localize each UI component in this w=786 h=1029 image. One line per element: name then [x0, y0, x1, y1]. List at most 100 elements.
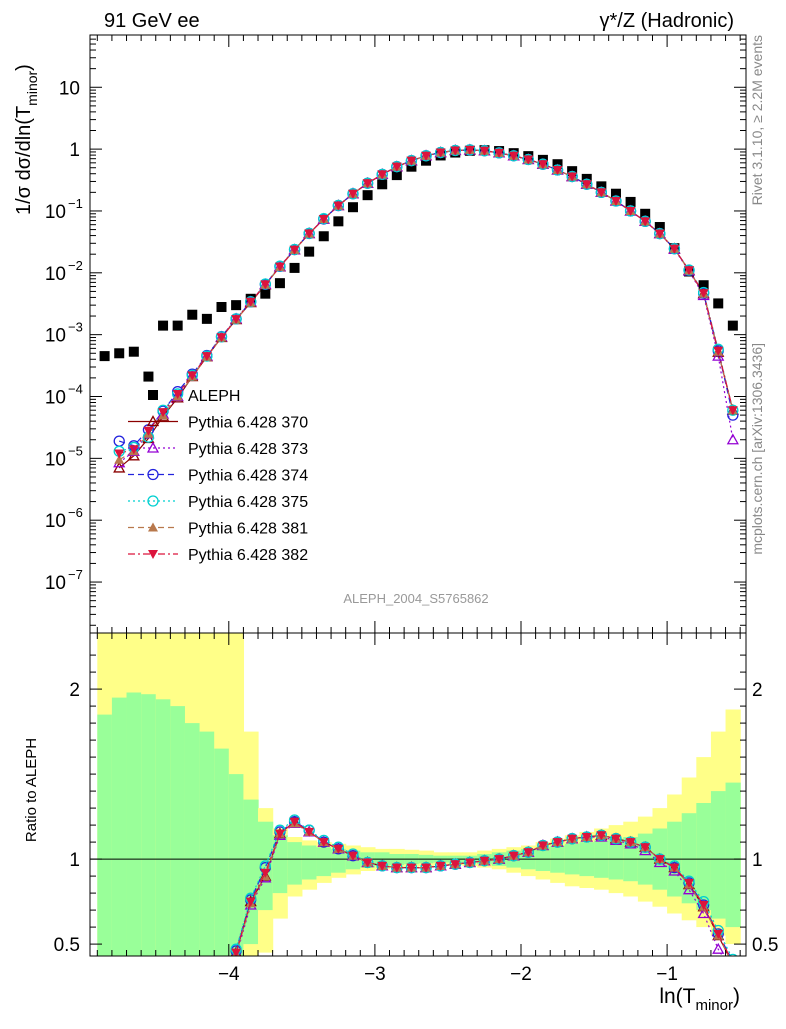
legend-marker-data — [148, 390, 158, 400]
y-tick-label: 10 — [45, 264, 66, 285]
data-point — [274, 278, 285, 289]
y-tick-label: 10 — [45, 449, 66, 470]
legend-marker-p374 — [147, 468, 159, 481]
band-inner-bin — [316, 847, 332, 877]
mc-point-p382 — [435, 148, 446, 158]
data-point — [216, 301, 227, 312]
mc-point-p370 — [113, 461, 126, 473]
header-left: 91 GeV ee — [104, 10, 200, 32]
mc-point-p382 — [640, 217, 651, 227]
y-tick-exponent: −1 — [68, 196, 83, 211]
y-tick-label: 10 — [45, 573, 66, 594]
y-tick-exponent: −4 — [68, 382, 83, 397]
data-point — [698, 280, 709, 291]
mc-point-p382 — [552, 165, 563, 175]
mc-point-p382 — [625, 206, 636, 216]
y-tick-label: 10 — [45, 511, 66, 532]
mc-point-p382 — [318, 215, 329, 225]
ratio-point-p382 — [713, 929, 724, 939]
data-point — [625, 196, 636, 207]
ratio-point-p382 — [479, 856, 490, 866]
ratio-point-p382 — [362, 858, 373, 868]
ratio-point-p382 — [333, 844, 344, 854]
mc-point-p382 — [508, 151, 519, 161]
band-inner-bin — [681, 813, 697, 904]
data-point — [318, 231, 329, 242]
main-frame — [89, 34, 747, 634]
axes-frames: −4 −3 −2 −110−710−610−510−410−310−210 −11100… — [45, 34, 778, 985]
data-point — [114, 348, 125, 359]
x-tick-label: −4 — [218, 964, 240, 985]
x-tick-label: −2 — [510, 964, 532, 985]
ratio-y-tick-label-left: 2 — [69, 680, 80, 701]
x-axis-label: ln(Tminor) — [659, 985, 740, 1014]
data-point — [333, 216, 344, 227]
mc-point-p382 — [727, 406, 738, 416]
band-inner-bin — [287, 842, 303, 885]
mc-point-p382 — [610, 196, 621, 206]
band-inner-bin — [155, 699, 171, 956]
ratio-point-p374 — [730, 955, 736, 956]
y-tick-exponent: −3 — [68, 320, 83, 335]
ratio-plot-markers — [230, 814, 738, 968]
mc-point-p382 — [567, 172, 578, 182]
data-point — [377, 179, 388, 190]
band-inner-bin — [331, 848, 347, 873]
y-tick-label: 10 — [59, 78, 80, 99]
data-point — [610, 188, 621, 199]
band-inner-bin — [301, 845, 318, 880]
legend-marker-p373 — [146, 441, 160, 453]
ratio-point-p382 — [347, 851, 358, 861]
ratio-y-tick-label-right: 0.5 — [752, 935, 778, 956]
ratio-point-p382 — [508, 851, 519, 861]
ratio-point-p382 — [684, 878, 695, 888]
data-point — [201, 313, 212, 324]
legend-label-p370: Pythia 6.428 370 — [188, 415, 308, 432]
mc-point-p382 — [216, 333, 227, 343]
band-inner-bin — [199, 731, 215, 956]
mc-point-p382 — [464, 145, 475, 155]
band-inner-bin — [184, 723, 201, 956]
ratio-point-p382 — [260, 868, 271, 878]
y-tick-exponent: −2 — [68, 258, 83, 273]
band-inner-bin — [696, 803, 712, 911]
band-inner-bin — [228, 774, 245, 956]
mc-point-p382 — [245, 297, 256, 307]
main-plot-markers — [0, 143, 739, 473]
legend-label-p374: Pythia 6.428 374 — [188, 468, 308, 485]
ratio-y-tick-label-left: 0.5 — [54, 935, 80, 956]
ratio-point-p382 — [391, 863, 402, 873]
y-tick-exponent: −5 — [68, 443, 83, 458]
mc-point-p382 — [114, 449, 125, 459]
data-point — [654, 222, 665, 233]
ratio-point-p382 — [552, 838, 563, 848]
ratio-point-p382 — [581, 833, 592, 842]
data-point — [0, 345, 10, 355]
legend: ALEPH Pythia 6.428 370 Pythia 6.428 373 Pyt… — [128, 388, 308, 564]
data-point — [362, 190, 373, 201]
legend-label-data: ALEPH — [188, 388, 240, 405]
data-point — [391, 170, 402, 181]
band-inner-bin — [97, 714, 113, 956]
mc-point-p382 — [347, 189, 358, 199]
mc-point-p381 — [114, 454, 125, 464]
series-line-p381 — [118, 149, 734, 461]
ratio-point-p382 — [728, 959, 738, 968]
ratio-point-p375 — [728, 953, 738, 956]
mc-point-p373 — [726, 433, 739, 445]
band-inner-bin — [170, 706, 186, 956]
legend-marker-p375 — [147, 495, 159, 507]
x-tick-label: −3 — [364, 964, 386, 985]
mc-point-p382 — [274, 262, 285, 272]
mc-point-p382 — [128, 445, 139, 455]
ratio-point-p382 — [377, 861, 388, 871]
ratio-point-p382 — [274, 829, 285, 839]
analysis-tag: ALEPH_2004_S5765862 — [343, 591, 488, 606]
band-inner-bin — [725, 782, 741, 928]
band-inner-bin — [214, 748, 230, 956]
ratio-point-p382 — [523, 848, 534, 858]
ratio-point-p382 — [625, 838, 636, 848]
ratio-point-p382 — [421, 863, 432, 873]
mc-point-p382 — [494, 148, 505, 158]
